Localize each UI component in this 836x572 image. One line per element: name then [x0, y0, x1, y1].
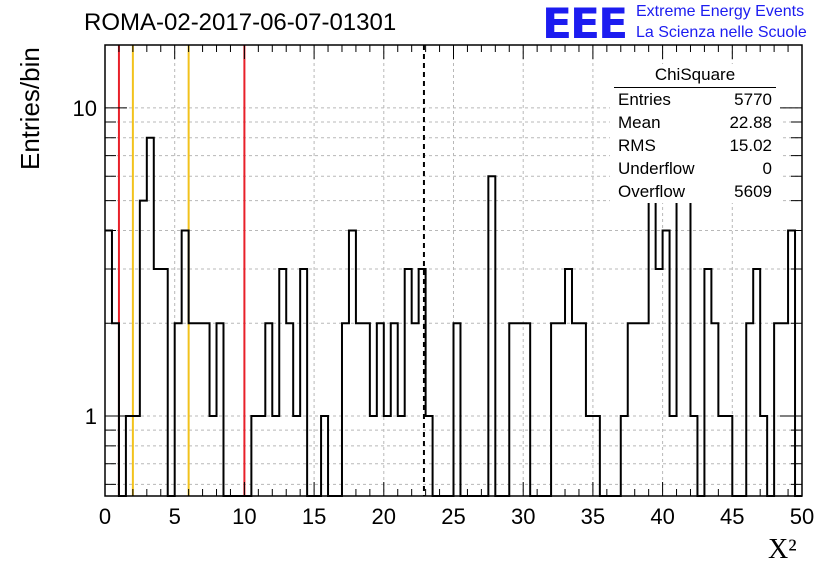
- histogram-bin: [286, 323, 293, 496]
- stats-box: ChiSquare Entries 5770 Mean 22.88 RMS 15.02 Un…: [610, 64, 780, 203]
- x-tick-label: 35: [581, 504, 605, 529]
- histogram-bin: [523, 323, 530, 496]
- histogram-bin: [788, 231, 795, 496]
- histogram-bin: [628, 323, 635, 496]
- histogram-bin: [342, 323, 349, 496]
- axis-ticks: [104, 45, 803, 496]
- x-tick-label: 20: [372, 504, 396, 529]
- histogram-bin: [412, 323, 419, 496]
- stats-title: ChiSquare: [614, 64, 776, 88]
- histogram-bin: [551, 323, 558, 496]
- y-axis-label: Entries/bin: [15, 47, 45, 170]
- histogram-bin: [391, 323, 398, 496]
- histogram-bin: [746, 323, 753, 496]
- histogram-bin: [663, 231, 670, 496]
- histogram-bin: [579, 323, 586, 496]
- histogram-bin: [265, 323, 272, 496]
- chart-title: ROMA-02-2017-06-07-01301: [84, 9, 397, 36]
- histogram-bin: [279, 269, 286, 496]
- stats-label: Underflow: [618, 159, 695, 178]
- stats-label: Mean: [618, 113, 661, 132]
- logo-text-line2: La Scienza nelle Scuole: [636, 24, 807, 41]
- stats-row-underflow: Underflow 0: [610, 157, 780, 180]
- histogram-bin: [572, 323, 579, 496]
- histogram-bin: [565, 269, 572, 496]
- histogram-bin: [196, 323, 203, 496]
- stats-row-mean: Mean 22.88: [610, 111, 780, 134]
- tick-labels: 0 5 10 15 20 25 30 35 40 45 50 1 10: [73, 96, 815, 529]
- histogram-bin: [356, 323, 363, 496]
- stats-value: 15.02: [729, 136, 772, 155]
- stats-row-rms: RMS 15.02: [610, 134, 780, 157]
- histogram-bin: [656, 269, 663, 496]
- x-tick-label: 0: [99, 504, 111, 529]
- x-tick-label: 45: [720, 504, 744, 529]
- y-tick-label: 1: [85, 404, 97, 429]
- marker-lines: [117, 45, 425, 496]
- stats-label: Overflow: [618, 182, 686, 201]
- histogram-bin: [349, 231, 356, 496]
- histogram-bin: [753, 269, 760, 496]
- histogram-bin: [711, 323, 718, 496]
- stats-label: Entries: [618, 90, 671, 109]
- histogram-bin: [377, 323, 384, 496]
- histogram-bin: [649, 176, 656, 496]
- x-tick-label: 10: [232, 504, 256, 529]
- x-tick-label: 15: [302, 504, 326, 529]
- stats-row-overflow: Overflow 5609: [610, 180, 780, 203]
- x-tick-label: 30: [511, 504, 535, 529]
- stats-value: 5609: [734, 182, 772, 201]
- histogram-bin: [175, 323, 182, 496]
- histogram-bin: [488, 176, 495, 496]
- stats-label: RMS: [618, 136, 656, 155]
- histogram-bin: [112, 323, 119, 496]
- x-tick-label: 50: [790, 504, 814, 529]
- stats-value: 5770: [734, 90, 772, 109]
- histogram-bin: [781, 323, 788, 496]
- x-axis-label: X²: [768, 534, 797, 565]
- histogram-bin: [154, 269, 161, 496]
- histogram-bin: [363, 323, 370, 496]
- histogram-bin: [189, 323, 196, 496]
- histogram-bin: [642, 323, 649, 496]
- histogram-bin: [405, 269, 412, 496]
- histogram-bin: [105, 231, 112, 496]
- histogram-bin: [509, 323, 516, 496]
- histogram-bin: [558, 323, 565, 496]
- stats-value: 0: [762, 159, 772, 178]
- stats-row-entries: Entries 5770: [610, 88, 780, 111]
- histogram-bin: [774, 323, 781, 496]
- histogram-bin: [516, 323, 523, 496]
- y-tick-label: 10: [73, 96, 97, 121]
- logo-text-line1: Extreme Energy Events: [636, 3, 805, 20]
- x-tick-label: 5: [169, 504, 181, 529]
- histogram-bin: [454, 323, 461, 496]
- histogram-bin: [635, 323, 642, 496]
- histogram-bin: [140, 201, 147, 496]
- x-tick-label: 40: [650, 504, 674, 529]
- histogram-bin: [147, 138, 154, 496]
- stats-value: 22.88: [729, 113, 772, 132]
- histogram-bin: [217, 323, 224, 496]
- x-tick-label: 25: [441, 504, 465, 529]
- histogram-bin: [300, 269, 307, 496]
- histogram-bin: [684, 176, 691, 496]
- histogram-bin: [704, 269, 711, 496]
- histogram-bin: [203, 323, 210, 496]
- eee-logo-mark: EEE: [542, 0, 628, 49]
- histogram-bin: [182, 231, 189, 496]
- histogram-bin: [161, 269, 168, 496]
